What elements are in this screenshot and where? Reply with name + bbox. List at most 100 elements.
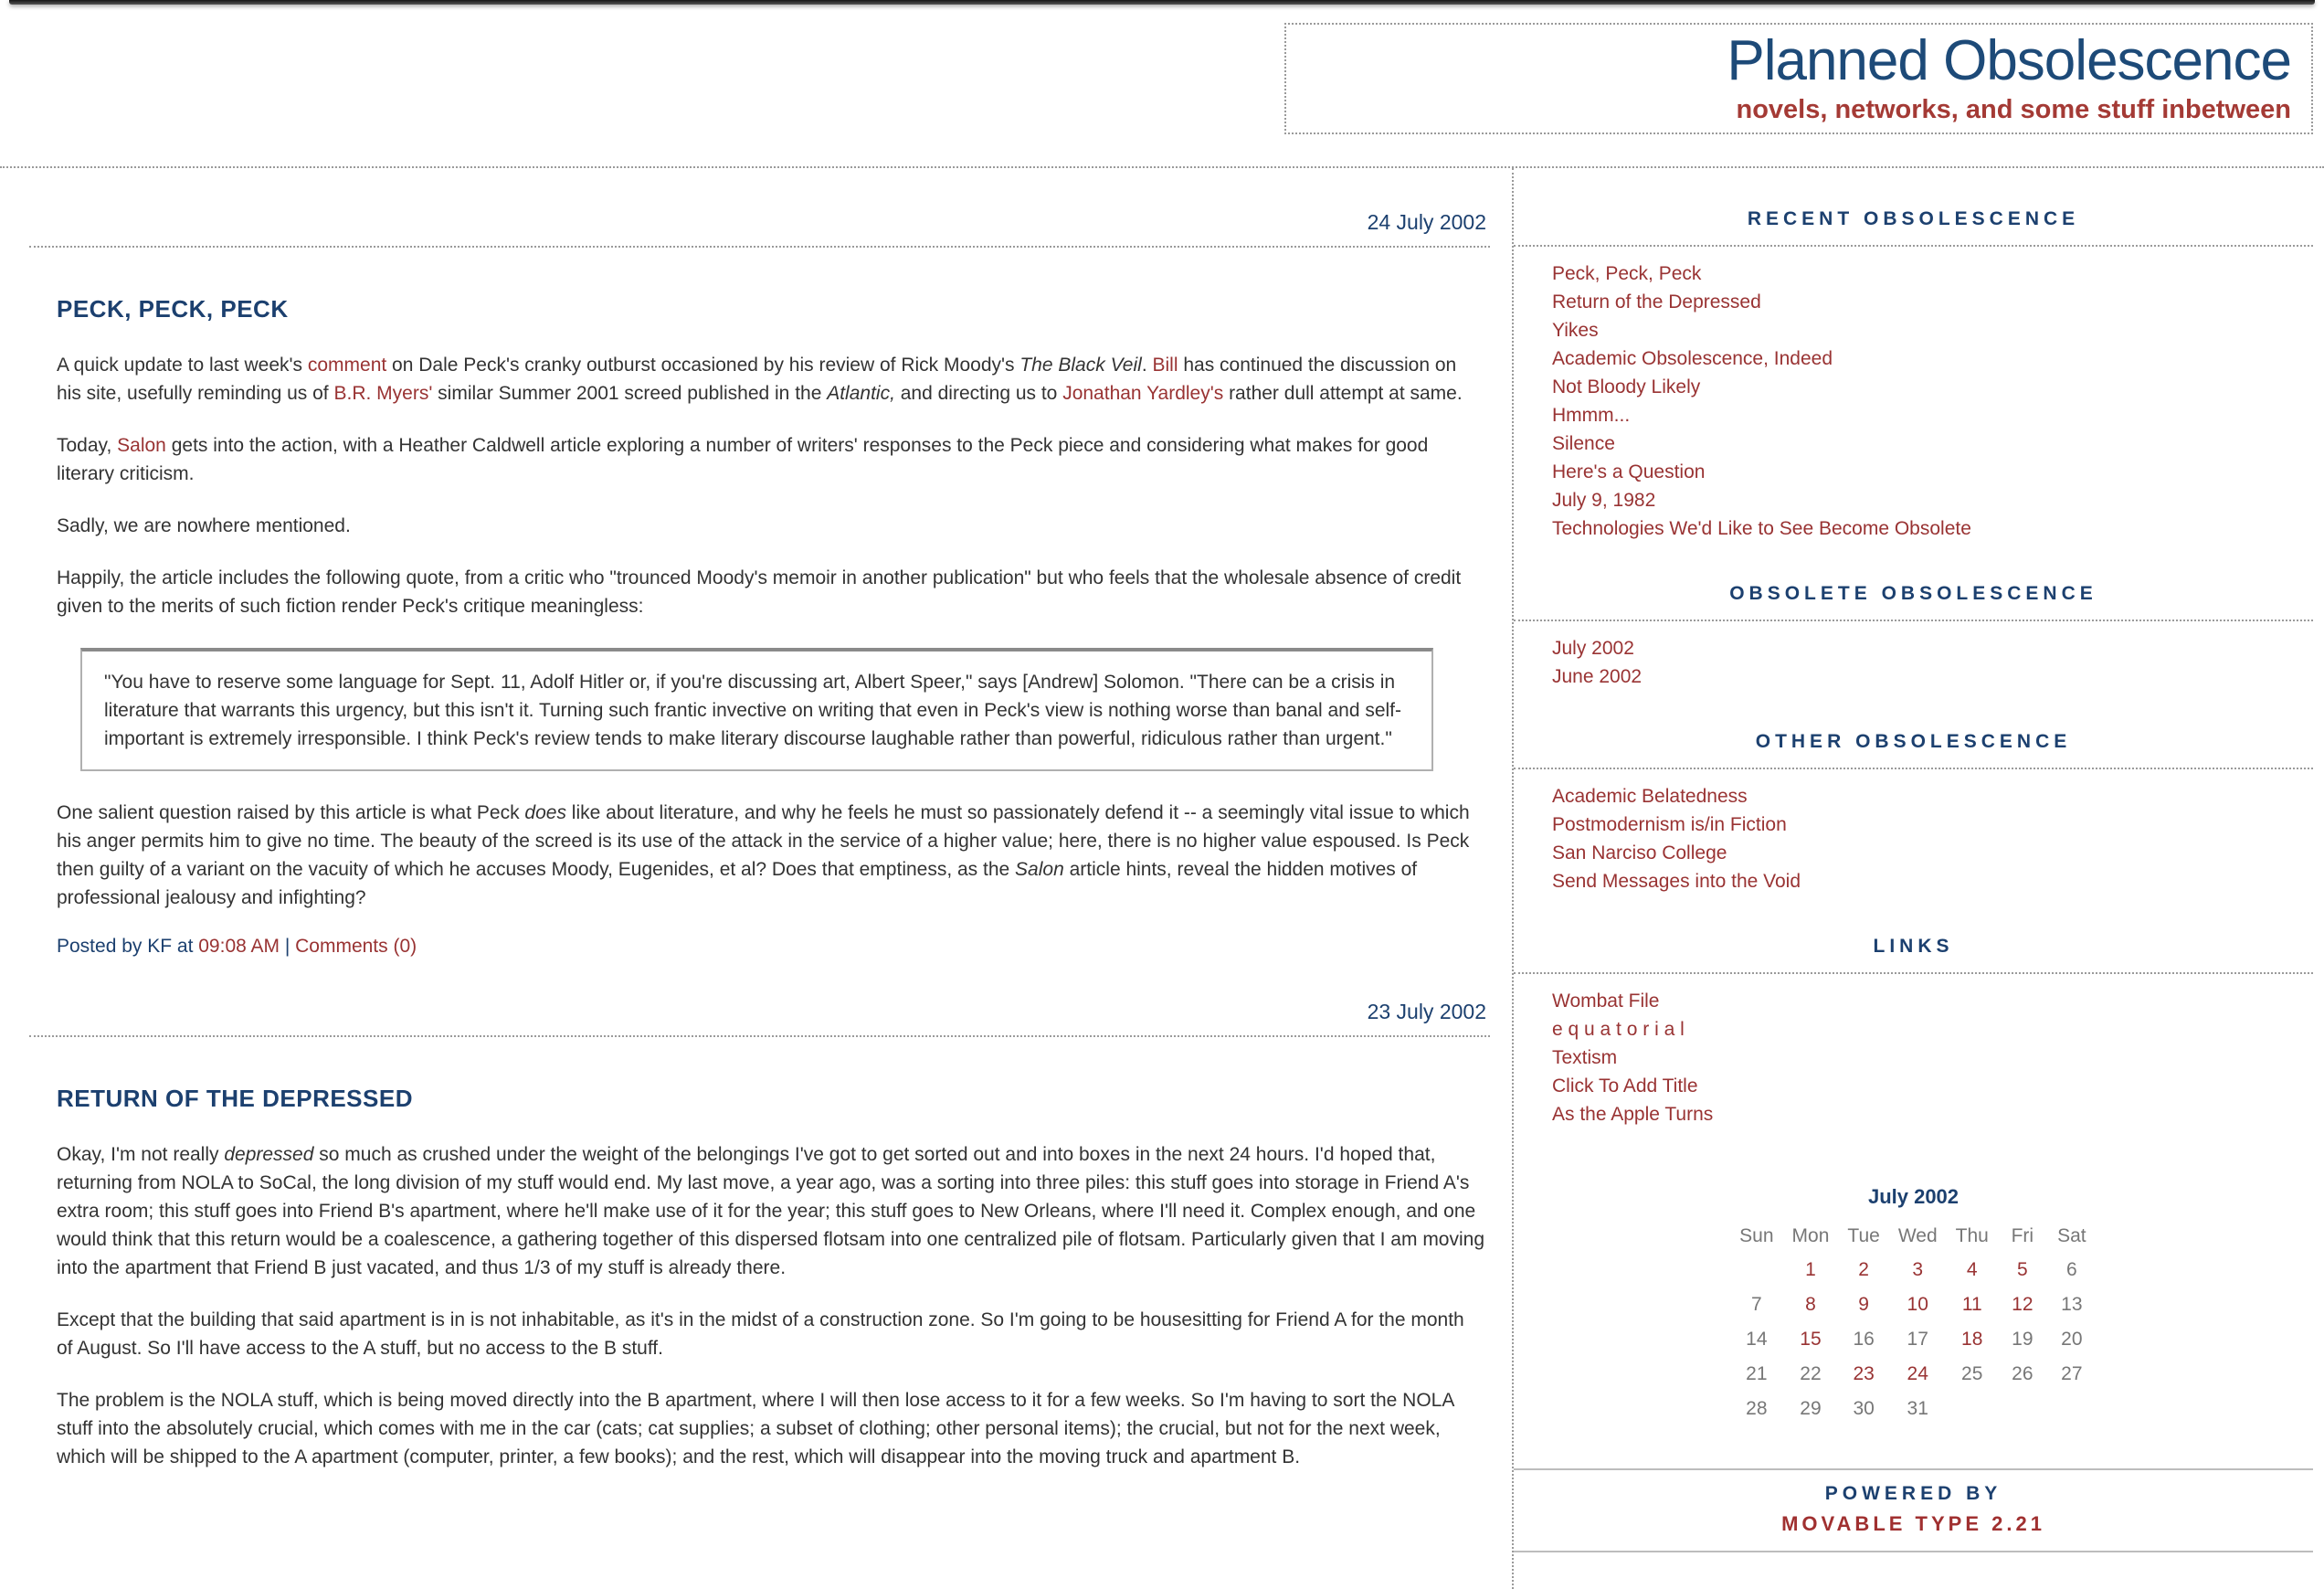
posted-byline: Posted by KF at 09:08 AM | Comments (0) xyxy=(57,936,1484,958)
post-paragraph: One salient question raised by this arti… xyxy=(57,799,1484,912)
window-top-edge xyxy=(9,0,2315,5)
inline-link[interactable]: Jonathan Yardley's xyxy=(1062,383,1224,404)
inline-link[interactable]: B.R. Myers' xyxy=(333,383,433,404)
sidebar-link[interactable]: Return of the Depressed xyxy=(1552,291,1761,313)
calendar-day: 30 xyxy=(1853,1398,1875,1419)
text-run: article hints, reveal the hidden motives… xyxy=(57,859,1418,908)
blog-title[interactable]: Planned Obsolescence xyxy=(1727,29,2292,92)
sidebar-link[interactable]: e q u a t o r i a l xyxy=(1552,1019,1685,1040)
calendar-day-header: Tue xyxy=(1847,1225,1880,1246)
blog-subtitle: novels, networks, and some stuff inbetwe… xyxy=(1736,95,2291,124)
calendar-day: 6 xyxy=(2065,1259,2077,1280)
sidebar-link[interactable]: Send Messages into the Void xyxy=(1552,871,1801,892)
calendar-day-link[interactable]: 8 xyxy=(1805,1294,1816,1315)
inline-link[interactable]: Comments (0) xyxy=(295,936,417,957)
blog-post-2: 23 July 2002 RETURN OF THE DEPRESSED Oka… xyxy=(29,958,1490,1471)
calendar-day-link[interactable]: 3 xyxy=(1912,1259,1924,1280)
calendar-day-link[interactable]: 9 xyxy=(1858,1294,1869,1315)
inline-link[interactable]: Salon xyxy=(117,435,166,456)
sidebar-link[interactable]: Hmmm... xyxy=(1552,405,1631,426)
calendar-day-header: Mon xyxy=(1791,1225,1830,1246)
post-date: 24 July 2002 xyxy=(29,168,1490,248)
text-run: on Dale Peck's cranky outburst occasione… xyxy=(386,355,1020,376)
text-run: Sadly, we are nowhere mentioned. xyxy=(57,515,351,536)
calendar-day: 19 xyxy=(2012,1329,2034,1350)
text-run: Happily, the article includes the follow… xyxy=(57,567,1462,617)
calendar-day: 26 xyxy=(2012,1363,2034,1384)
sidebar-link[interactable]: Click To Add Title xyxy=(1552,1075,1698,1096)
sidebar-link[interactable]: Silence xyxy=(1552,433,1615,454)
sidebar-list-links: Wombat File e q u a t o r i a l Textism Cli… xyxy=(1514,974,2313,1128)
sidebar-link[interactable]: Academic Obsolescence, Indeed xyxy=(1552,348,1833,369)
post-paragraph: Sadly, we are nowhere mentioned. xyxy=(57,512,1484,540)
post-date: 23 July 2002 xyxy=(29,958,1490,1037)
calendar-week-row: 28 29 30 31 xyxy=(1730,1392,2097,1426)
post-title: PECK, PECK, PECK xyxy=(57,295,289,323)
calendar-week-row: 7 8 9 10 11 12 13 xyxy=(1730,1287,2097,1322)
calendar-day-link[interactable]: 18 xyxy=(1961,1329,1983,1350)
sidebar-link[interactable]: As the Apple Turns xyxy=(1552,1104,1714,1125)
sidebar-link[interactable]: San Narciso College xyxy=(1552,842,1727,863)
sidebar-link[interactable]: Postmodernism is/in Fiction xyxy=(1552,814,1787,835)
text-run: Today, xyxy=(57,435,118,456)
calendar-day-empty xyxy=(1998,1392,2047,1426)
post-blockquote: "You have to reserve some language for S… xyxy=(80,648,1433,771)
calendar-day: 27 xyxy=(2061,1363,2083,1384)
calendar-day-link[interactable]: 10 xyxy=(1907,1294,1928,1315)
calendar-day-header: Sun xyxy=(1739,1225,1774,1246)
calendar-day-header-row: Sun Mon Tue Wed Thu Fri Sat xyxy=(1730,1220,2097,1253)
text-run: rather dull attempt at same. xyxy=(1223,383,1463,404)
sidebar-link[interactable]: Academic Belatedness xyxy=(1552,786,1748,807)
sidebar-section-links: LINKS Wombat File e q u a t o r i a l Text… xyxy=(1514,895,2313,1128)
calendar-day-link[interactable]: 12 xyxy=(2012,1294,2034,1315)
calendar-day-empty xyxy=(1947,1392,1998,1426)
calendar-day-header: Thu xyxy=(1955,1225,1989,1246)
sidebar-link[interactable]: Technologies We'd Like to See Become Obs… xyxy=(1552,518,1971,539)
calendar-day-link[interactable]: 15 xyxy=(1800,1329,1822,1350)
inline-link[interactable]: comment xyxy=(307,355,387,376)
sidebar-link[interactable]: June 2002 xyxy=(1552,666,1643,687)
calendar-day-link[interactable]: 5 xyxy=(2016,1259,2028,1280)
text-run: Posted by KF at xyxy=(57,936,199,957)
blog-post-1: 24 July 2002 PECK, PECK, PECK A quick up… xyxy=(29,168,1490,958)
text-run: The problem is the NOLA stuff, which is … xyxy=(57,1390,1454,1467)
calendar-day: 7 xyxy=(1751,1294,1762,1315)
calendar-day-link[interactable]: 23 xyxy=(1853,1363,1875,1384)
text-run: | xyxy=(279,936,296,957)
calendar-week-row: 14 15 16 17 18 19 20 xyxy=(1730,1322,2097,1357)
text-run: Okay, I'm not really xyxy=(57,1144,225,1165)
sidebar-link[interactable]: July 2002 xyxy=(1552,638,1634,659)
calendar-day-link[interactable]: 2 xyxy=(1858,1259,1869,1280)
sidebar-link[interactable]: Textism xyxy=(1552,1047,1618,1068)
sidebar-link[interactable]: Yikes xyxy=(1552,320,1599,341)
text-run: so much as crushed under the weight of t… xyxy=(57,1144,1485,1278)
inline-link[interactable]: Bill xyxy=(1152,355,1178,376)
calendar-day-link[interactable]: 24 xyxy=(1907,1363,1928,1384)
calendar-day-link[interactable]: 4 xyxy=(1966,1259,1978,1280)
calendar-day: 17 xyxy=(1907,1329,1928,1350)
sidebar-link[interactable]: Peck, Peck, Peck xyxy=(1552,263,1702,284)
powered-by-box: POWERED BY MOVABLE TYPE 2.21 xyxy=(1514,1468,2313,1552)
sidebar-heading-archives: OBSOLETE OBSOLESCENCE xyxy=(1514,543,2313,621)
emphasis-text: The Black Veil xyxy=(1019,355,1142,376)
sidebar-link[interactable]: Not Bloody Likely xyxy=(1552,376,1701,397)
post-body: PECK, PECK, PECK A quick update to last … xyxy=(29,295,1490,958)
sidebar-link[interactable]: Here's a Question xyxy=(1552,461,1706,482)
powered-by-label: POWERED BY xyxy=(1824,1483,2002,1504)
calendar-day-link[interactable]: 11 xyxy=(1961,1294,1982,1315)
calendar-day: 29 xyxy=(1800,1398,1822,1419)
calendar-day: 25 xyxy=(1961,1363,1983,1384)
calendar-day: 22 xyxy=(1800,1363,1822,1384)
calendar-day-link[interactable]: 1 xyxy=(1805,1259,1816,1280)
calendar-day: 21 xyxy=(1746,1363,1768,1384)
sidebar-link[interactable]: July 9, 1982 xyxy=(1552,490,1656,511)
movable-type-link[interactable]: MOVABLE TYPE 2.21 xyxy=(1781,1512,2045,1535)
emphasis-text: does xyxy=(524,802,566,823)
sidebar-link[interactable]: Wombat File xyxy=(1552,990,1660,1012)
text-run: "You have to reserve some language for S… xyxy=(104,672,1402,749)
text-run: A quick update to last week's xyxy=(57,355,308,376)
calendar-day-header: Sat xyxy=(2057,1225,2086,1246)
inline-link[interactable]: 09:08 AM xyxy=(198,936,280,957)
